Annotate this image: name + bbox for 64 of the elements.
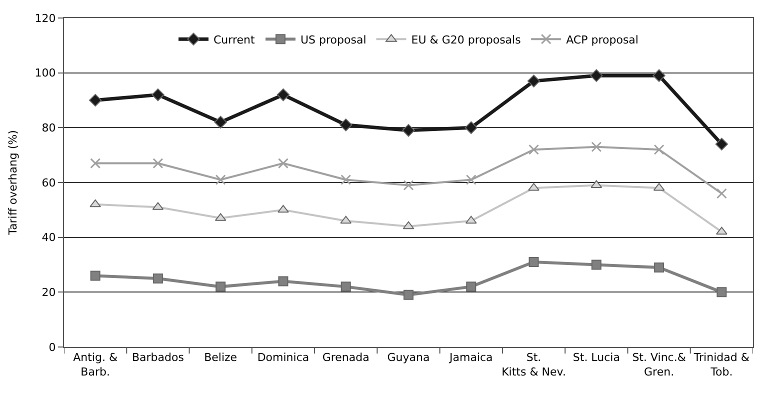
- point: [278, 158, 288, 169]
- point: [716, 287, 727, 298]
- x-tick-label: Trinidad & Tob.: [692, 351, 750, 378]
- point: [653, 182, 665, 191]
- point: [340, 118, 352, 132]
- point: [466, 282, 476, 292]
- point: [340, 174, 352, 186]
- legend-label: US proposal: [300, 33, 366, 46]
- point: [591, 260, 602, 270]
- point: [466, 174, 476, 186]
- point: [465, 216, 477, 224]
- point: [715, 138, 728, 150]
- y-tick-label: 20: [42, 286, 56, 300]
- y-tick-label: 80: [42, 122, 56, 135]
- x-tick-label: St. Lucia: [572, 351, 620, 364]
- point: [340, 282, 351, 292]
- y-tick-label: 100: [34, 66, 56, 80]
- point: [88, 94, 102, 107]
- x-tick-label: Guyana: [387, 351, 430, 364]
- y-tick-label: 40: [42, 231, 56, 244]
- x-tick-label: Jamaica: [448, 351, 493, 364]
- legend-label: ACP proposal: [566, 33, 638, 46]
- point: [152, 88, 164, 102]
- point: [654, 144, 664, 155]
- point: [464, 121, 478, 134]
- point: [340, 216, 352, 224]
- point: [591, 142, 602, 152]
- point: [716, 226, 728, 235]
- x-tick-label: Dominica: [257, 351, 310, 364]
- point: [403, 180, 414, 190]
- point: [528, 144, 540, 155]
- x-tick-label: Grenada: [322, 351, 370, 364]
- point: [278, 204, 289, 213]
- point: [652, 69, 666, 82]
- point: [404, 290, 414, 300]
- point: [590, 69, 603, 82]
- point: [216, 282, 226, 292]
- point: [402, 221, 414, 230]
- point: [528, 182, 540, 191]
- y-tick-label: 0: [48, 340, 56, 354]
- point: [278, 276, 288, 286]
- x-tick-label: St. Vinc.& Gren.: [632, 351, 686, 378]
- legend-label: Current: [214, 33, 256, 46]
- point: [152, 158, 164, 169]
- point: [654, 262, 664, 272]
- y-axis-title: Tariff overhang (%): [6, 130, 20, 236]
- point: [90, 199, 102, 208]
- point: [90, 158, 101, 169]
- x-tick-label: St. Kitts & Nev.: [502, 351, 566, 378]
- point: [215, 174, 226, 186]
- point: [528, 257, 539, 268]
- point: [716, 188, 727, 199]
- point: [90, 270, 100, 281]
- y-tick-label: 120: [34, 12, 56, 25]
- point: [276, 88, 290, 102]
- legend-label: EU & G20 proposals: [411, 33, 522, 46]
- point: [214, 116, 227, 129]
- point: [527, 74, 540, 88]
- x-tick-label: Antig. & Barb.: [73, 351, 118, 378]
- x-tick-label: Barbados: [132, 351, 184, 364]
- x-tick-label: Belize: [204, 351, 238, 364]
- point: [402, 124, 415, 137]
- point: [152, 273, 163, 284]
- y-tick-label: 60: [42, 176, 56, 190]
